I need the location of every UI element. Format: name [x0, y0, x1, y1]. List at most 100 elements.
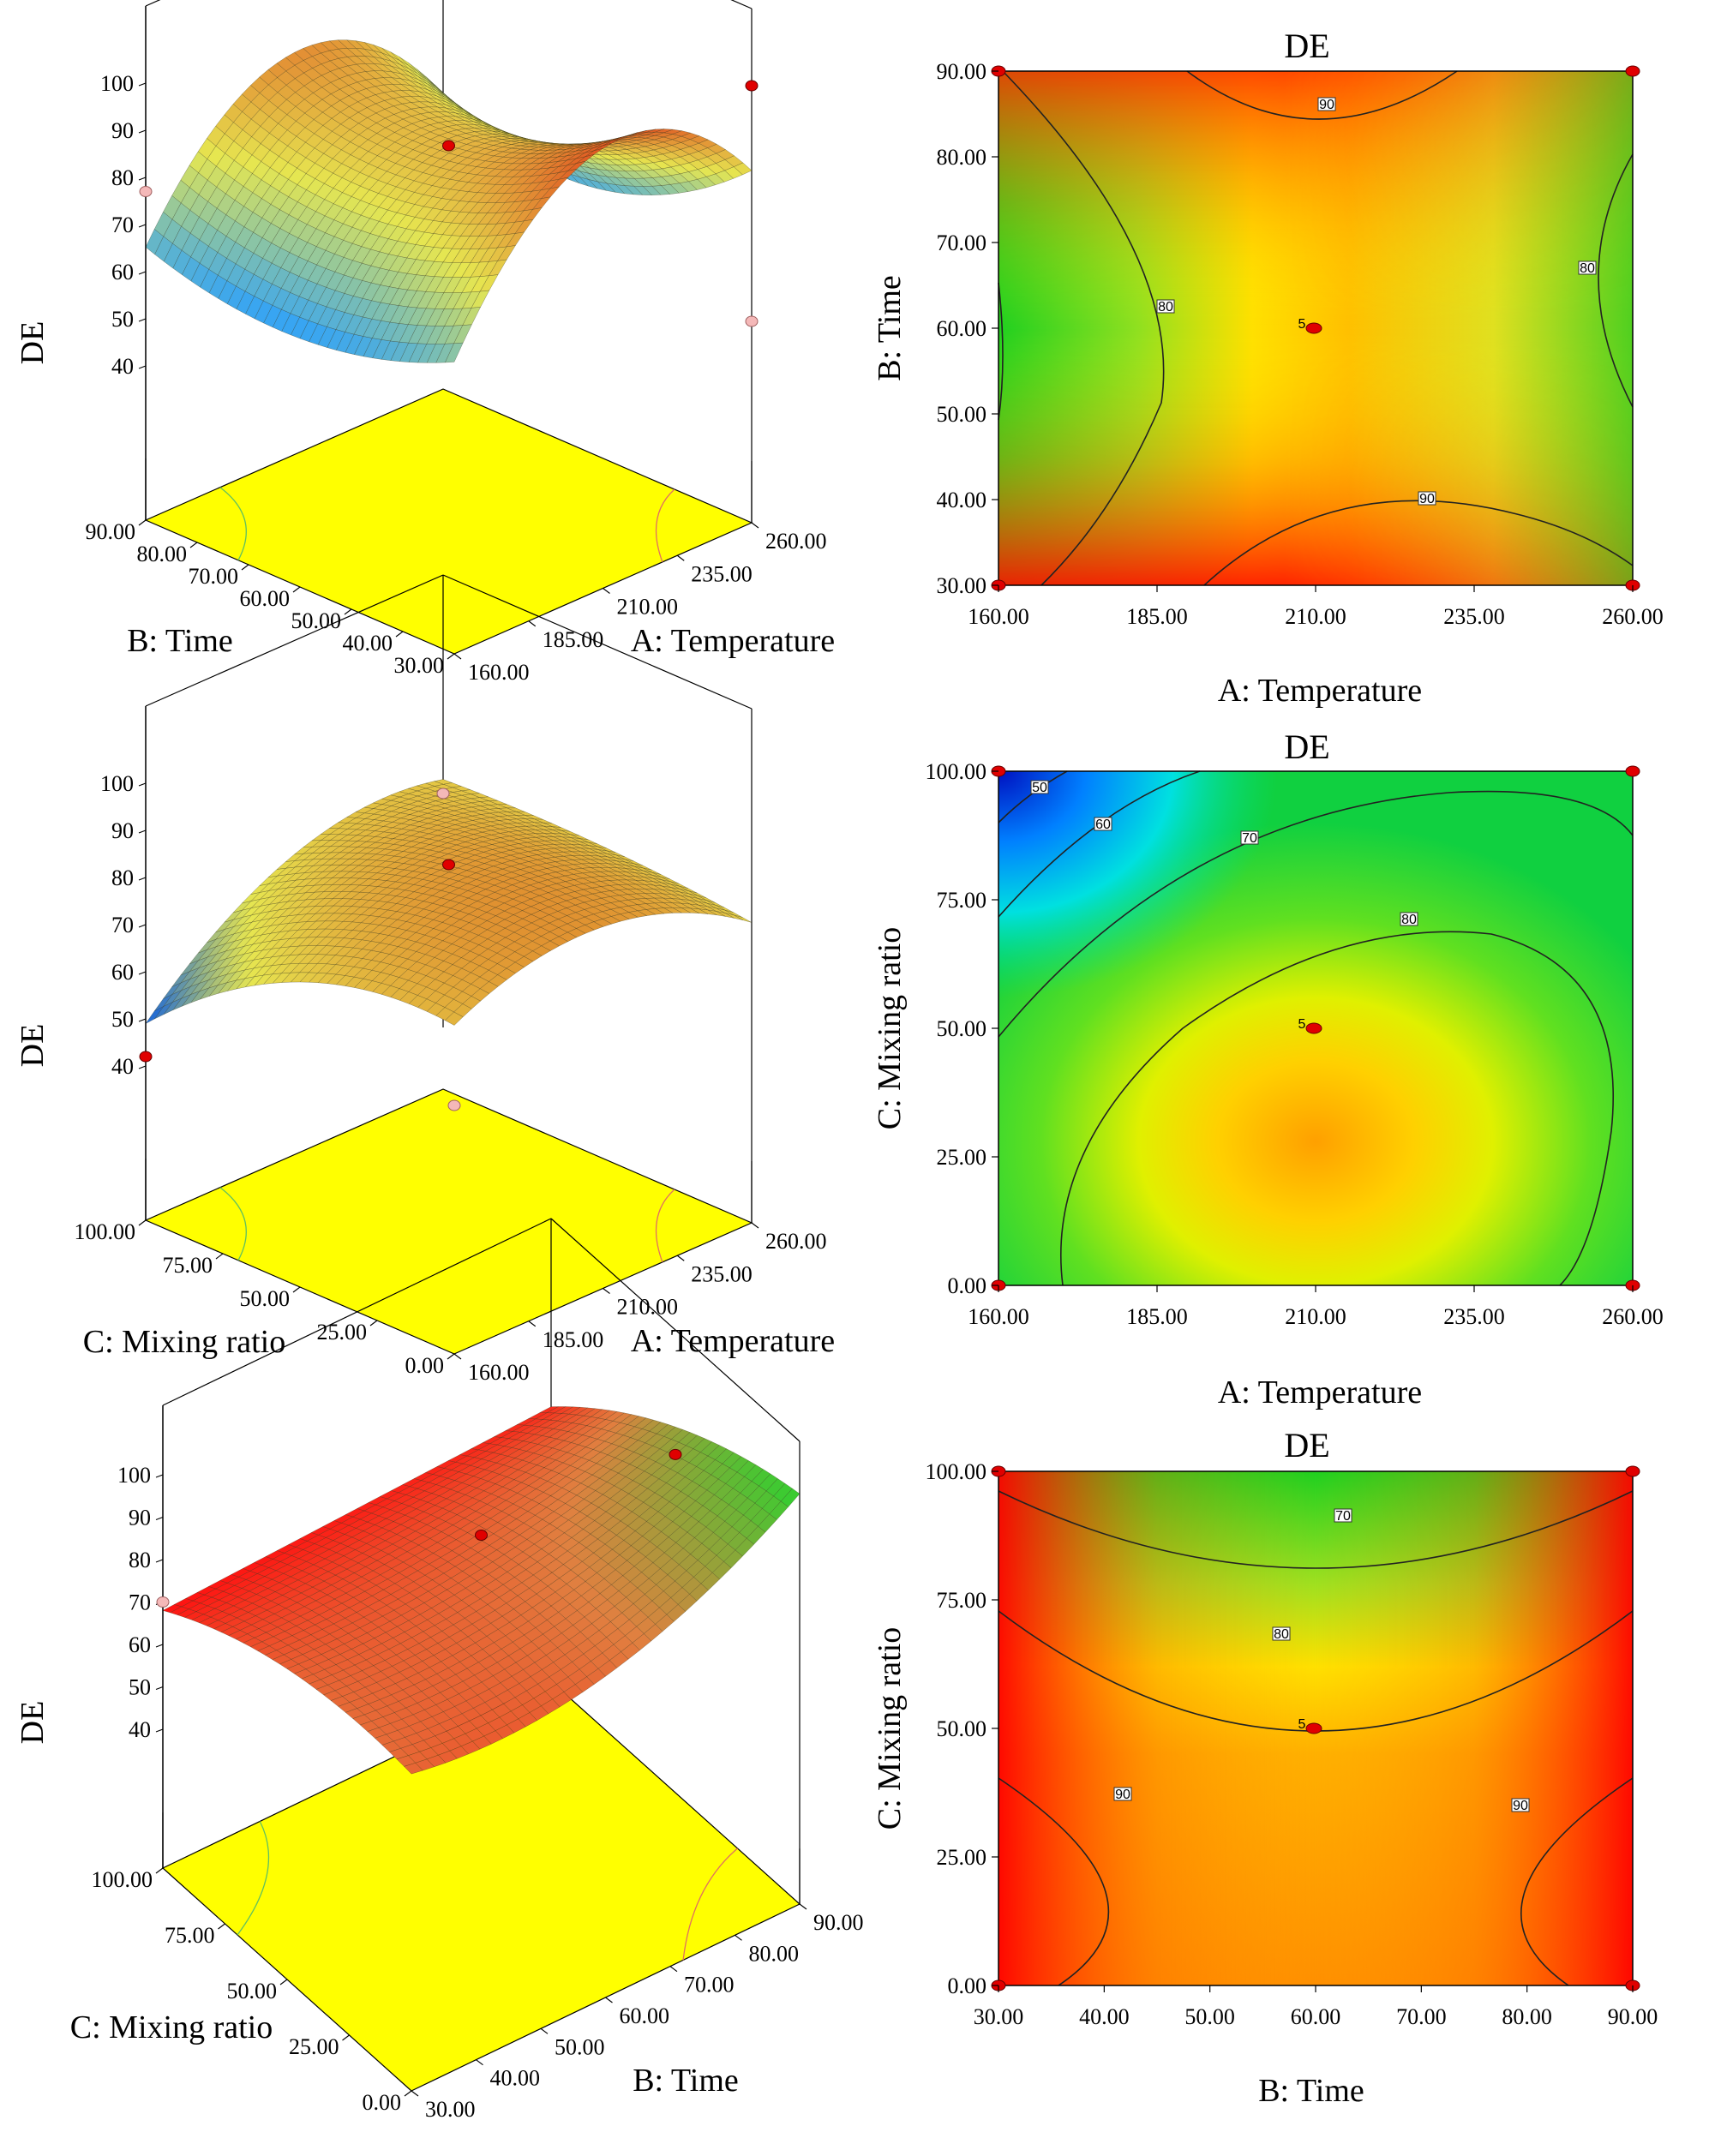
- z-tick: [138, 177, 147, 181]
- y-tick-label: 25.00: [289, 2034, 339, 2059]
- design-point: [436, 788, 450, 800]
- y-tick: [344, 608, 352, 615]
- z-axis-label: DE: [15, 1024, 51, 1068]
- design-point: [1625, 765, 1640, 777]
- x-tick-label: 30.00: [425, 2097, 476, 2122]
- x-tick: [603, 1288, 610, 1294]
- z-tick-label: 40: [129, 1717, 151, 1742]
- svg-text:60: 60: [1095, 817, 1111, 832]
- contour-line-80: [1059, 931, 1615, 1286]
- y-tick-label: 75.00: [937, 888, 987, 913]
- y-tick-label: 25.00: [937, 1845, 987, 1870]
- svg-text:90: 90: [1115, 1788, 1130, 1802]
- z-tick: [138, 1018, 147, 1022]
- y-tick-label: 40.00: [937, 488, 987, 512]
- surface-cell: [445, 342, 464, 363]
- y-tick: [342, 2034, 350, 2041]
- z-tick: [138, 365, 147, 369]
- contour-line-80-left: [1002, 70, 1165, 586]
- design-point: [139, 1051, 153, 1063]
- x-tick: [453, 653, 462, 660]
- surface-cell: [404, 1763, 423, 1775]
- x-tick: [799, 1903, 807, 1910]
- z-tick-label: 100: [100, 771, 134, 796]
- x-axis-label: B: Time: [633, 2063, 739, 2099]
- y-tick-labels: 0.00 25.00 50.00 75.00 100.00: [926, 1459, 998, 1998]
- y-tick-label: 0.00: [948, 1273, 987, 1298]
- z-tick-label: 40: [111, 354, 134, 379]
- y-tick-label: 0.00: [363, 2090, 402, 2115]
- y-axis-label: C: Mixing ratio: [70, 2009, 273, 2045]
- z-tick: [138, 782, 147, 787]
- z-tick: [155, 1474, 164, 1478]
- x-tick-label: 60.00: [620, 2003, 670, 2028]
- z-tick-label: 50: [129, 1675, 151, 1700]
- z-tick: [155, 1686, 164, 1691]
- y-tick-labels: 0.00 25.00 50.00 75.00 100.00: [926, 759, 998, 1298]
- x-tick-label: 235.00: [1443, 1304, 1505, 1329]
- floor-contour: [655, 488, 675, 563]
- y-tick: [215, 1253, 224, 1260]
- y-tick-label: 25.00: [317, 1320, 368, 1345]
- floor-contour: [219, 487, 247, 561]
- z-tick: [138, 129, 147, 134]
- x-tick-label: 80.00: [1502, 2004, 1552, 2029]
- floor-contour: [655, 1189, 675, 1263]
- z-tick: [138, 829, 147, 834]
- y-tick: [447, 1353, 455, 1360]
- x-tick-label: 90.00: [813, 1910, 864, 1935]
- y-tick-label: 80.00: [937, 145, 987, 170]
- x-tick-label: 70.00: [684, 1973, 735, 1997]
- design-point-center: [1305, 1022, 1322, 1034]
- x-tick-label: 160.00: [468, 660, 530, 685]
- x-tick-label: 40.00: [490, 2066, 541, 2091]
- z-tick: [155, 1728, 164, 1733]
- z-tick-label: 60: [111, 260, 134, 284]
- z-tick-label: 70: [111, 913, 134, 937]
- x-axis-label: A: Temperature: [1218, 1374, 1422, 1410]
- design-point: [669, 1448, 682, 1460]
- surface-mesh: [145, 39, 753, 363]
- x-tick-label: 80.00: [749, 1941, 800, 1966]
- x-axis-label: A: Temperature: [631, 623, 835, 659]
- x-tick: [735, 1934, 742, 1941]
- svg-text:80: 80: [1401, 913, 1417, 927]
- contour-label-80: 80: [1272, 1626, 1291, 1642]
- floor-plane: [144, 1088, 753, 1355]
- z-tick: [155, 1559, 164, 1563]
- design-point: [745, 80, 759, 92]
- contour-label-60: 60: [1094, 817, 1112, 832]
- design-point: [139, 186, 153, 197]
- x-tick-label: 60.00: [1291, 2004, 1341, 2029]
- y-tick-label: 30.00: [937, 573, 987, 598]
- y-tick-label: 0.00: [405, 1353, 445, 1378]
- x-tick-label: 210.00: [617, 595, 679, 620]
- contour-line-90-right: [1520, 1777, 1634, 1986]
- surface-plot-temperature-time: 405060708090100DE160.00185.00210.00235.0…: [15, 0, 835, 685]
- y-tick-label: 90.00: [86, 519, 136, 544]
- contour-label-70: 70: [1240, 830, 1259, 846]
- box-edge: [442, 574, 753, 710]
- surface-plot-time-mixing: 40 50 60 70 80 90 100 DE 30.00 40.00 50.00 60.00 70.…: [15, 1218, 864, 2122]
- y-tick-label: 100.00: [75, 1219, 136, 1244]
- z-tick-label: 70: [129, 1590, 151, 1615]
- x-tick-label: 210.00: [617, 1295, 679, 1320]
- svg-text:80: 80: [1274, 1627, 1289, 1642]
- y-tick-label: 75.00: [165, 1923, 215, 1948]
- x-tick-label: 30.00: [974, 2004, 1024, 2029]
- x-tick-label: 160.00: [968, 1304, 1029, 1329]
- y-tick-label: 75.00: [937, 1588, 987, 1613]
- y-tick-label: 100.00: [926, 1459, 987, 1484]
- y-tick-labels: 30.00 40.00 50.00 60.00 70.00 80.00 90.00: [937, 59, 998, 598]
- z-tick: [138, 224, 147, 228]
- contour-title: DE: [1284, 27, 1329, 65]
- box-edge: [730, 0, 753, 9]
- y-tick-label: 60.00: [240, 586, 291, 611]
- design-point: [447, 1099, 461, 1111]
- x-tick-label: 260.00: [1602, 1304, 1664, 1329]
- x-tick-labels: 160.00 185.00 210.00 235.00 260.00: [968, 1285, 1664, 1329]
- x-tick-label: 70.00: [1396, 2004, 1447, 2029]
- z-tick: [138, 318, 147, 322]
- x-tick-label: 235.00: [691, 1261, 753, 1286]
